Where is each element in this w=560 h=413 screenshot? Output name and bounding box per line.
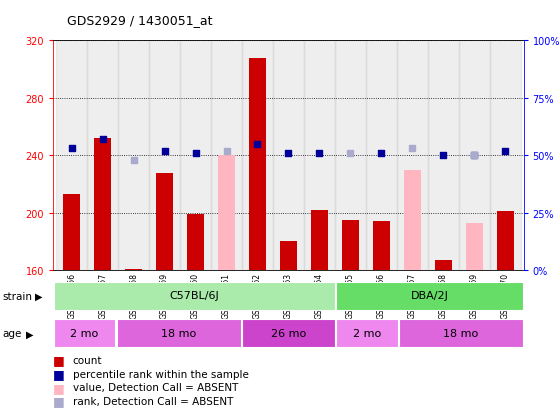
Bar xyxy=(87,41,118,271)
Bar xyxy=(211,41,242,271)
Bar xyxy=(311,210,328,271)
Bar xyxy=(156,173,173,271)
Text: rank, Detection Call = ABSENT: rank, Detection Call = ABSENT xyxy=(73,396,233,406)
Bar xyxy=(459,41,489,271)
Text: ▶: ▶ xyxy=(26,328,34,339)
Bar xyxy=(280,242,297,271)
Bar xyxy=(396,41,428,271)
Text: ■: ■ xyxy=(53,394,65,408)
Bar xyxy=(242,41,273,271)
Bar xyxy=(242,320,335,347)
Point xyxy=(67,146,76,152)
Text: strain: strain xyxy=(3,291,33,301)
Text: ■: ■ xyxy=(53,367,65,380)
Point xyxy=(129,157,138,164)
Point xyxy=(377,150,386,157)
Bar xyxy=(118,41,149,271)
Text: ▶: ▶ xyxy=(35,291,42,301)
Bar xyxy=(335,41,366,271)
Point xyxy=(346,150,355,157)
Text: 2 mo: 2 mo xyxy=(71,328,99,338)
Point xyxy=(470,153,479,159)
Point xyxy=(438,153,447,159)
Text: C57BL/6J: C57BL/6J xyxy=(170,291,219,301)
Bar xyxy=(304,41,335,271)
Bar xyxy=(94,139,111,271)
Bar xyxy=(497,212,514,271)
Text: count: count xyxy=(73,355,102,365)
Point xyxy=(253,141,262,148)
Bar xyxy=(404,170,421,271)
Bar xyxy=(57,41,87,271)
Text: DBA/2J: DBA/2J xyxy=(410,291,449,301)
Text: value, Detection Call = ABSENT: value, Detection Call = ABSENT xyxy=(73,382,238,392)
Bar xyxy=(54,320,115,347)
Bar xyxy=(399,320,523,347)
Bar xyxy=(342,221,359,271)
Point xyxy=(160,148,169,154)
Bar xyxy=(336,320,398,347)
Text: ■: ■ xyxy=(53,354,65,367)
Point xyxy=(315,150,324,157)
Bar xyxy=(428,41,459,271)
Text: GDS2929 / 1430051_at: GDS2929 / 1430051_at xyxy=(67,14,213,27)
Bar xyxy=(116,320,241,347)
Bar xyxy=(180,41,211,271)
Bar xyxy=(249,59,266,271)
Bar xyxy=(273,41,304,271)
Bar xyxy=(373,222,390,271)
Text: 18 mo: 18 mo xyxy=(161,328,196,338)
Text: 26 mo: 26 mo xyxy=(271,328,306,338)
Bar xyxy=(125,269,142,271)
Bar xyxy=(489,41,520,271)
Point xyxy=(501,148,510,154)
Text: percentile rank within the sample: percentile rank within the sample xyxy=(73,369,249,379)
Bar xyxy=(187,215,204,271)
Text: ■: ■ xyxy=(53,381,65,394)
Point xyxy=(408,146,417,152)
Bar xyxy=(435,261,452,271)
Point xyxy=(470,153,479,159)
Bar xyxy=(366,41,396,271)
Text: 2 mo: 2 mo xyxy=(353,328,381,338)
Bar xyxy=(54,282,335,310)
Bar xyxy=(218,156,235,271)
Point xyxy=(222,148,231,154)
Point xyxy=(191,150,200,157)
Point xyxy=(284,150,293,157)
Bar xyxy=(149,41,180,271)
Bar xyxy=(63,195,80,271)
Bar xyxy=(336,282,523,310)
Bar xyxy=(465,223,483,271)
Text: 18 mo: 18 mo xyxy=(444,328,478,338)
Point xyxy=(98,137,107,143)
Text: age: age xyxy=(3,328,22,339)
